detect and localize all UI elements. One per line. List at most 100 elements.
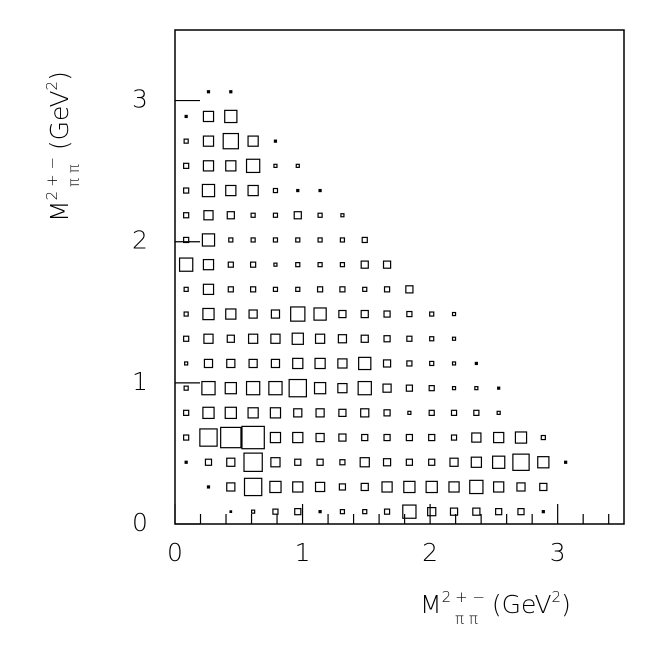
bin-box bbox=[407, 410, 412, 415]
bin-box bbox=[245, 380, 261, 396]
bin-box bbox=[474, 386, 479, 391]
bin-box bbox=[184, 361, 189, 366]
bin-box bbox=[428, 433, 436, 442]
bin-box bbox=[314, 357, 326, 370]
bin-box bbox=[183, 138, 189, 144]
bin-box bbox=[382, 359, 392, 368]
bin-box bbox=[243, 452, 263, 472]
bin-box bbox=[361, 236, 368, 244]
bin-box bbox=[403, 480, 416, 494]
x-label-charges: + − bbox=[455, 588, 485, 606]
y-tick-label: 1 bbox=[132, 367, 148, 396]
x-label-unit-power: 2 bbox=[552, 588, 562, 606]
x-label-symbol: M bbox=[420, 590, 442, 619]
bin-box bbox=[450, 409, 458, 416]
bin-box bbox=[496, 410, 501, 415]
bin-box bbox=[382, 383, 392, 393]
bin-box bbox=[227, 261, 234, 268]
bin-box bbox=[405, 384, 414, 392]
x-tick-label: 0 bbox=[167, 538, 183, 567]
bin-box bbox=[220, 426, 242, 449]
bin-box bbox=[222, 132, 240, 150]
bin-box bbox=[201, 183, 216, 198]
bin-box bbox=[270, 309, 281, 319]
bin-box bbox=[183, 286, 189, 292]
bin-box bbox=[247, 407, 259, 419]
bin-box bbox=[288, 378, 307, 398]
bin-box bbox=[537, 456, 550, 469]
bin-box bbox=[269, 480, 282, 494]
bin-box bbox=[290, 306, 306, 322]
bin-box bbox=[472, 507, 481, 516]
y-axis-label: M2+ − π π(GeV2) bbox=[43, 71, 83, 222]
bin-box bbox=[248, 358, 258, 369]
bin-box bbox=[564, 460, 568, 464]
bin-box bbox=[362, 286, 368, 292]
bin-box bbox=[539, 482, 548, 492]
bin-box bbox=[296, 188, 300, 193]
bin-box bbox=[406, 310, 413, 318]
bin-box bbox=[427, 506, 437, 517]
x-label-power: 2 bbox=[442, 588, 452, 606]
bin-box bbox=[429, 360, 435, 367]
bin-box bbox=[337, 382, 348, 394]
bin-box bbox=[428, 409, 435, 416]
bin-box bbox=[382, 260, 392, 269]
bin-box bbox=[540, 434, 546, 441]
bin-box bbox=[315, 432, 325, 443]
bin-box bbox=[183, 409, 190, 416]
bin-box bbox=[226, 211, 235, 220]
bin-box bbox=[473, 409, 480, 416]
x-label-unit: (GeV bbox=[492, 590, 552, 619]
bin-box bbox=[248, 309, 258, 319]
bin-box bbox=[541, 510, 545, 514]
bin-box bbox=[202, 406, 215, 420]
bin-box bbox=[405, 458, 414, 466]
bin-box bbox=[338, 483, 347, 491]
bin-box bbox=[295, 262, 301, 268]
y-tick-label: 2 bbox=[132, 226, 148, 255]
bin-box bbox=[268, 380, 283, 396]
bin-box bbox=[250, 212, 256, 218]
bin-box bbox=[202, 110, 215, 123]
bin-box bbox=[272, 187, 279, 194]
bin-box bbox=[184, 460, 188, 464]
bin-box bbox=[428, 385, 435, 392]
bin-box bbox=[493, 431, 505, 444]
bin-box bbox=[273, 163, 278, 168]
bin-box bbox=[497, 386, 501, 390]
bin-box bbox=[293, 211, 302, 220]
bin-box bbox=[206, 90, 211, 94]
bin-box bbox=[337, 334, 348, 344]
y-label-unit-power: 2 bbox=[43, 81, 61, 91]
bin-box bbox=[183, 434, 190, 441]
y-label-close: ) bbox=[45, 71, 74, 81]
y-label-charges: + − bbox=[43, 157, 61, 187]
x-tick-label: 2 bbox=[422, 538, 438, 567]
bin-box bbox=[293, 408, 303, 418]
bin-box bbox=[245, 158, 261, 174]
bin-box bbox=[514, 431, 528, 444]
bin-box bbox=[292, 431, 304, 444]
bin-box bbox=[226, 482, 236, 492]
bin-box bbox=[493, 481, 505, 493]
bin-box bbox=[337, 358, 348, 369]
bin-box bbox=[383, 310, 391, 318]
bin-box bbox=[249, 286, 257, 293]
bin-box bbox=[295, 286, 301, 292]
bin-box bbox=[360, 408, 370, 418]
bin-box bbox=[471, 432, 482, 443]
y-label-symbol: M bbox=[45, 200, 74, 222]
bin-box bbox=[228, 237, 234, 243]
bin-box bbox=[362, 509, 368, 515]
bin-box bbox=[226, 358, 236, 369]
bin-box bbox=[247, 184, 259, 197]
bin-box bbox=[199, 428, 218, 447]
bin-box bbox=[448, 481, 460, 493]
bin-box bbox=[203, 358, 214, 369]
bin-box bbox=[247, 333, 259, 344]
bin-box bbox=[294, 508, 302, 516]
bin-box bbox=[273, 139, 278, 143]
bin-box bbox=[292, 481, 304, 493]
